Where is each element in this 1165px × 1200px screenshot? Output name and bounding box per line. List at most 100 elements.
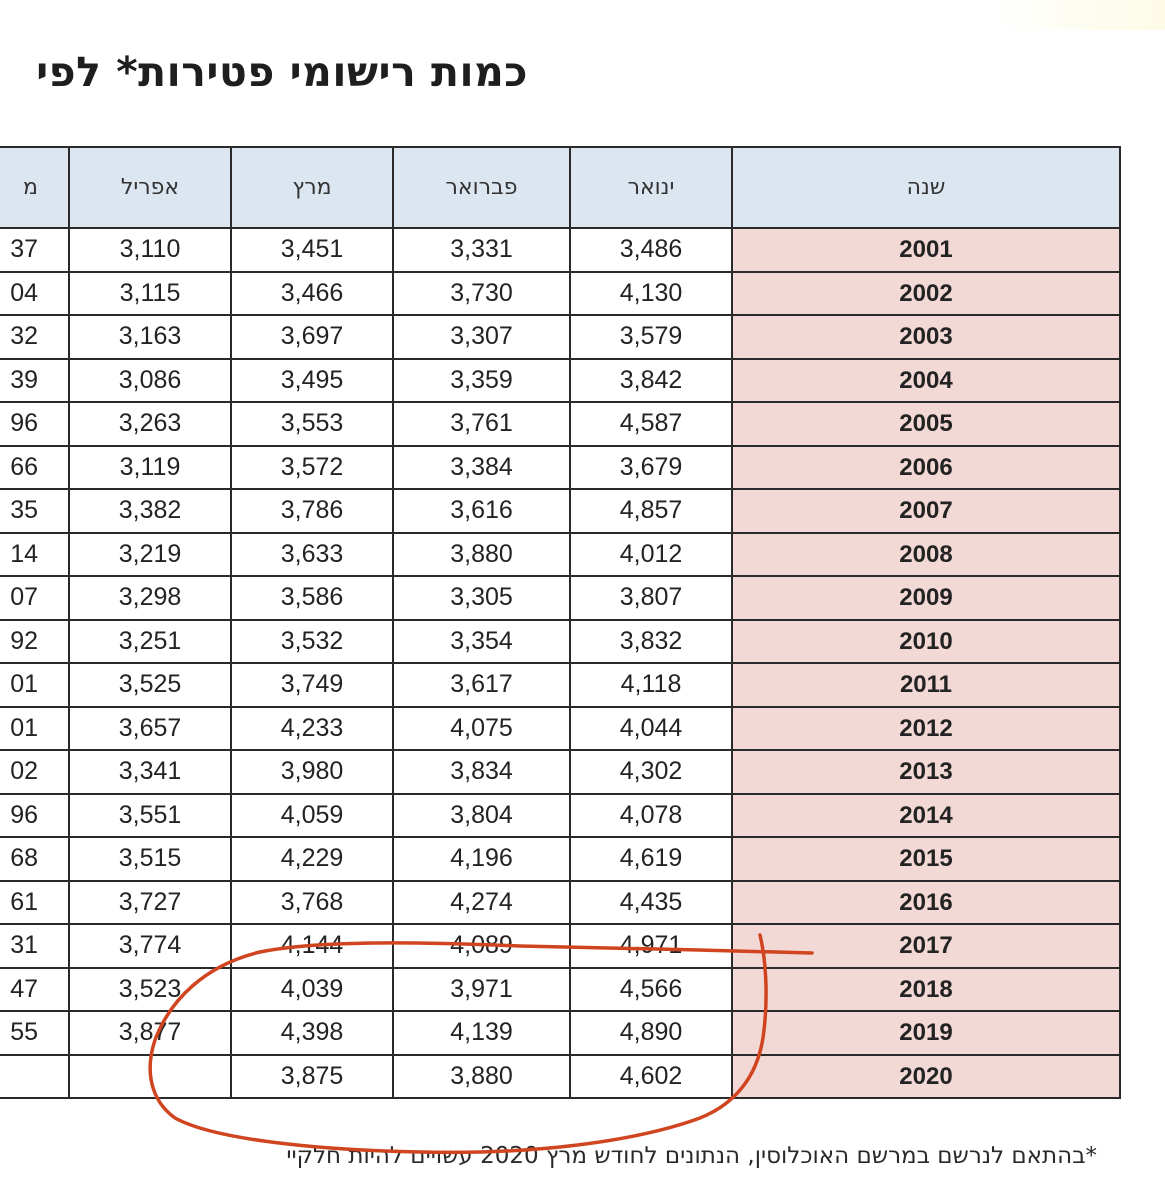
cell-april: 3,298 (68, 575, 232, 621)
cell-march: 3,532 (230, 618, 394, 664)
cell-february: 3,617 (392, 662, 571, 708)
cell-february: 3,761 (392, 401, 571, 447)
cell-march: 3,697 (230, 314, 394, 360)
cell-january: 4,971 (569, 923, 733, 969)
cell-year: 2013 (731, 749, 1121, 795)
cell-partial: 55 (0, 1010, 70, 1056)
cell-april: 3,551 (68, 792, 232, 838)
cell-january: 3,832 (569, 618, 733, 664)
cell-april: 3,086 (68, 357, 232, 403)
header-february: פברואר (392, 146, 571, 229)
cell-january: 3,579 (569, 314, 733, 360)
cell-year: 2020 (731, 1053, 1121, 1099)
cell-march: 3,451 (230, 227, 394, 273)
cell-april: 3,341 (68, 749, 232, 795)
cell-january: 4,044 (569, 705, 733, 751)
cell-year: 2012 (731, 705, 1121, 751)
cell-year: 2015 (731, 836, 1121, 882)
cell-year: 2009 (731, 575, 1121, 621)
cell-year: 2016 (731, 879, 1121, 925)
cell-april: 3,219 (68, 531, 232, 577)
cell-april: 3,877 (68, 1010, 232, 1056)
cell-march: 4,398 (230, 1010, 394, 1056)
cell-partial: 92 (0, 618, 70, 664)
cell-january: 4,130 (569, 270, 733, 316)
table-row: 02 3,341 3,980 3,834 4,302 2013 (0, 749, 1121, 795)
cell-april: 3,774 (68, 923, 232, 969)
cell-partial: 66 (0, 444, 70, 490)
cell-march: 3,586 (230, 575, 394, 621)
top-band (0, 0, 1165, 30)
cell-year: 2005 (731, 401, 1121, 447)
cell-april: 3,119 (68, 444, 232, 490)
table-row: 07 3,298 3,586 3,305 3,807 2009 (0, 575, 1121, 621)
cell-january: 3,842 (569, 357, 733, 403)
table-row: 14 3,219 3,633 3,880 4,012 2008 (0, 531, 1121, 577)
cell-february: 3,971 (392, 966, 571, 1012)
cell-year: 2001 (731, 227, 1121, 273)
cell-february: 4,089 (392, 923, 571, 969)
table-row: 31 3,774 4,144 4,089 4,971 2017 (0, 923, 1121, 969)
cell-february: 3,834 (392, 749, 571, 795)
cell-partial: 96 (0, 401, 70, 447)
footnote: *בהתאם לנרשם במרשם האוכלוסין, הנתונים לח… (286, 1143, 1097, 1169)
table-row: 68 3,515 4,229 4,196 4,619 2015 (0, 836, 1121, 882)
cell-january: 3,679 (569, 444, 733, 490)
table-row: 01 3,525 3,749 3,617 4,118 2011 (0, 662, 1121, 708)
cell-partial: 61 (0, 879, 70, 925)
cell-january: 3,807 (569, 575, 733, 621)
cell-partial (0, 1053, 70, 1099)
cell-april (68, 1053, 232, 1099)
cell-year: 2008 (731, 531, 1121, 577)
cell-march: 3,466 (230, 270, 394, 316)
cell-january: 3,486 (569, 227, 733, 273)
cell-january: 4,566 (569, 966, 733, 1012)
cell-march: 4,229 (230, 836, 394, 882)
cell-february: 3,730 (392, 270, 571, 316)
cell-march: 4,039 (230, 966, 394, 1012)
cell-april: 3,163 (68, 314, 232, 360)
cell-january: 4,012 (569, 531, 733, 577)
cell-april: 3,657 (68, 705, 232, 751)
cell-march: 3,495 (230, 357, 394, 403)
table-row: 92 3,251 3,532 3,354 3,832 2010 (0, 618, 1121, 664)
cell-partial: 32 (0, 314, 70, 360)
cell-april: 3,110 (68, 227, 232, 273)
cell-february: 4,274 (392, 879, 571, 925)
cell-january: 4,078 (569, 792, 733, 838)
cell-february: 3,616 (392, 488, 571, 534)
cell-year: 2011 (731, 662, 1121, 708)
cell-april: 3,115 (68, 270, 232, 316)
cell-partial: 31 (0, 923, 70, 969)
cell-partial: 01 (0, 662, 70, 708)
cell-april: 3,251 (68, 618, 232, 664)
cell-february: 3,384 (392, 444, 571, 490)
cell-february: 3,307 (392, 314, 571, 360)
table-body: מ אפריל מרץ פברואר ינואר שנה 37 3,110 3,45… (0, 146, 1121, 1099)
deaths-table: מ אפריל מרץ פברואר ינואר שנה 37 3,110 3,45… (0, 146, 1121, 1099)
table-row: 01 3,657 4,233 4,075 4,044 2012 (0, 705, 1121, 751)
table-row: 55 3,877 4,398 4,139 4,890 2019 (0, 1010, 1121, 1056)
cell-year: 2018 (731, 966, 1121, 1012)
table-row: 61 3,727 3,768 4,274 4,435 2016 (0, 879, 1121, 925)
cell-february: 3,305 (392, 575, 571, 621)
cell-january: 4,890 (569, 1010, 733, 1056)
cell-year: 2004 (731, 357, 1121, 403)
cell-year: 2014 (731, 792, 1121, 838)
cell-january: 4,619 (569, 836, 733, 882)
cell-year: 2002 (731, 270, 1121, 316)
cell-january: 4,587 (569, 401, 733, 447)
cell-march: 3,749 (230, 662, 394, 708)
cell-partial: 07 (0, 575, 70, 621)
cell-year: 2006 (731, 444, 1121, 490)
cell-march: 3,572 (230, 444, 394, 490)
cell-february: 3,880 (392, 531, 571, 577)
cell-january: 4,857 (569, 488, 733, 534)
cell-march: 4,233 (230, 705, 394, 751)
cell-february: 3,331 (392, 227, 571, 273)
table-row: 35 3,382 3,786 3,616 4,857 2007 (0, 488, 1121, 534)
header-year: שנה (731, 146, 1121, 229)
cell-partial: 01 (0, 705, 70, 751)
cell-march: 4,059 (230, 792, 394, 838)
cell-february: 3,880 (392, 1053, 571, 1099)
